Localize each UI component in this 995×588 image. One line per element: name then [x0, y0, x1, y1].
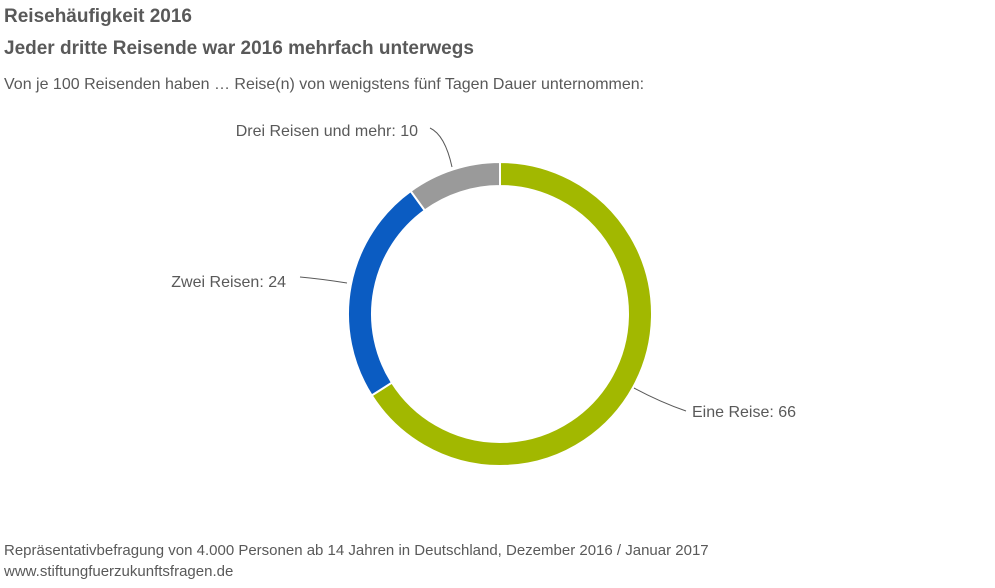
chart-headline: Jeder dritte Reisende war 2016 mehrfach … [4, 38, 474, 59]
website-link[interactable]: www.stiftungfuerzukunftsfragen.de [4, 563, 234, 580]
chart-subtitle: Von je 100 Reisenden haben … Reise(n) vo… [4, 76, 645, 93]
slice-eine-reise [370, 160, 653, 467]
leader-line-eine-reise [633, 387, 687, 412]
label-eine-reise: Eine Reise: 66 [692, 404, 796, 421]
leader-line-drei-reisen [429, 127, 453, 168]
label-drei-reisen: Drei Reisen und mehr: 10 [236, 123, 418, 140]
source-note: Repräsentativbefragung von 4.000 Persone… [4, 542, 709, 559]
chart-title: Reisehäufigkeit 2016 [4, 6, 192, 27]
leader-line-zwei-reisen [299, 276, 348, 284]
slice-zwei-reisen [347, 189, 427, 397]
slice-drei-reisen [409, 160, 501, 212]
label-zwei-reisen: Zwei Reisen: 24 [171, 274, 286, 291]
